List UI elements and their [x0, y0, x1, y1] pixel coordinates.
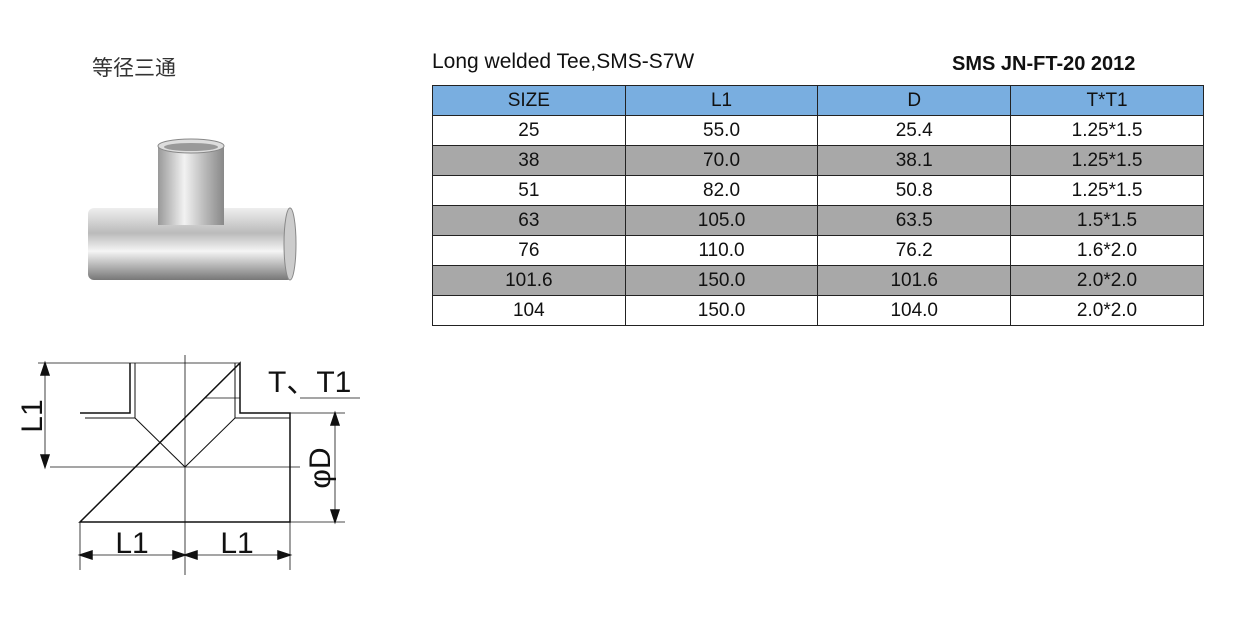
column-header: L1 — [624, 85, 819, 116]
product-photo — [88, 138, 297, 281]
table-cell: 70.0 — [624, 145, 819, 176]
table-cell: 25 — [432, 115, 626, 146]
l1-right-label: L1 — [220, 527, 253, 560]
table-cell: 104 — [432, 295, 626, 326]
table-cell: 55.0 — [624, 115, 819, 146]
table-row: 25 55.0 25.4 1.25*1.5 — [432, 115, 1204, 146]
table-cell: 1.6*2.0 — [1010, 235, 1204, 266]
table-row: 38 70.0 38.1 1.25*1.5 — [432, 145, 1204, 176]
table-row: 101.6 150.0 101.6 2.0*2.0 — [432, 265, 1204, 296]
table-row: 104 150.0 104.0 2.0*2.0 — [432, 295, 1204, 326]
table-cell: 101.6 — [817, 265, 1012, 296]
table-cell: 1.5*1.5 — [1010, 205, 1204, 236]
column-header: D — [817, 85, 1012, 116]
technical-drawing — [38, 355, 360, 575]
table-cell: 2.0*2.0 — [1010, 265, 1204, 296]
table-cell: 150.0 — [624, 295, 819, 326]
diameter-label: φD — [304, 447, 337, 488]
l1-vertical-label: L1 — [16, 399, 49, 432]
table-cell: 105.0 — [624, 205, 819, 236]
l1-left-label: L1 — [115, 527, 148, 560]
title-cn: 等径三通 — [92, 56, 176, 80]
table-cell: 82.0 — [624, 175, 819, 206]
product-name: Long welded Tee,SMS-S7W — [432, 50, 695, 73]
table-cell: 1.25*1.5 — [1010, 145, 1204, 176]
table-cell: 38.1 — [817, 145, 1012, 176]
table-cell: 104.0 — [817, 295, 1012, 326]
standard: SMS JN-FT-20 2012 — [952, 53, 1136, 75]
column-header: T*T1 — [1010, 85, 1204, 116]
table-row: 63 105.0 63.5 1.5*1.5 — [432, 205, 1204, 236]
table-cell: 63.5 — [817, 205, 1012, 236]
table-cell: 25.4 — [817, 115, 1012, 146]
table-cell: 150.0 — [624, 265, 819, 296]
table-cell: 63 — [432, 205, 626, 236]
table-cell: 2.0*2.0 — [1010, 295, 1204, 326]
spec-table: SIZE L1 D T*T1 25 55.0 25.4 1.25*1.5 38 70.0 38.1 1… — [432, 85, 1204, 326]
thickness-label: T、T1 — [268, 366, 351, 399]
